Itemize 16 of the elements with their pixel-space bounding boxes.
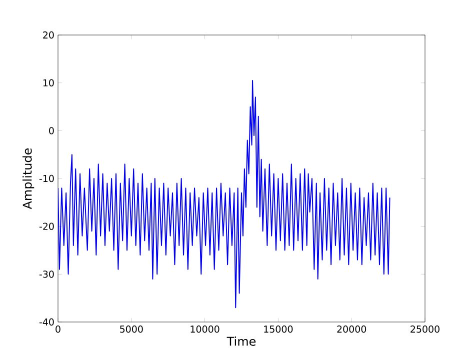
y-tick-label: 10 bbox=[43, 79, 54, 86]
y-tick-label: -30 bbox=[39, 270, 54, 278]
x-tick-label: 20000 bbox=[337, 326, 366, 333]
x-tick-label: 10000 bbox=[190, 326, 220, 333]
y-tick-label: -40 bbox=[39, 318, 54, 326]
line-series bbox=[58, 80, 390, 308]
y-tick-label: 20 bbox=[43, 31, 54, 39]
y-tick-label: -10 bbox=[39, 174, 54, 182]
x-tick-label: 5000 bbox=[120, 326, 143, 333]
x-tick-label: 15000 bbox=[264, 326, 293, 333]
y-tick-label: -20 bbox=[39, 222, 54, 230]
x-axis-title: Time bbox=[226, 336, 256, 346]
x-tick-label: 0 bbox=[56, 326, 60, 333]
y-tick-label: 0 bbox=[49, 127, 54, 134]
x-tick-label: 25000 bbox=[410, 326, 440, 333]
y-axis-title: Amplitude bbox=[22, 148, 34, 210]
